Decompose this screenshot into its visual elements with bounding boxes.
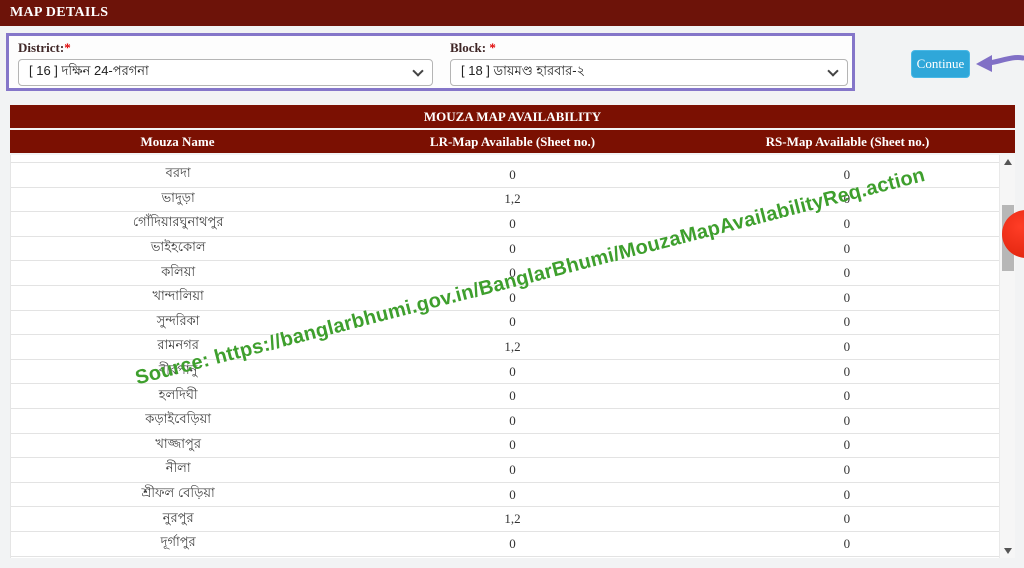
mouza-name-cell: ভাইহকোল [150, 239, 206, 255]
rs-map-cell: 0 [843, 388, 851, 404]
table-row: নুরপুর 1,2 0 [11, 507, 1014, 532]
column-header-mouza-name: Mouza Name [140, 134, 215, 149]
mouza-name-cell: কলিয়া [161, 263, 196, 279]
lr-map-cell: 0 [509, 535, 516, 551]
block-required-mark: * [489, 40, 496, 55]
mouza-name-cell: গোঁদিয়ারঘুনাথপুর [132, 214, 224, 230]
table-row: গোঁদিয়ারঘুনাথপুর 0 0 [11, 212, 1014, 237]
rs-map-cell: 0 [843, 215, 851, 231]
rs-map-cell: 0 [843, 412, 851, 428]
rs-map-cell: 0 [843, 363, 851, 379]
triangle-up-icon [1004, 159, 1012, 165]
lr-map-cell: 0 [509, 289, 516, 305]
table-row: শ্রীফল বেড়িয়া 0 0 [11, 483, 1014, 508]
rs-map-cell: 0 [843, 191, 851, 207]
red-circle-overlay [1002, 210, 1024, 258]
mouza-name-cell: নীলা [165, 460, 191, 476]
mouza-name-cell: ভাদুড়া [161, 189, 195, 205]
mouza-name-cell: বীরপানু [158, 362, 198, 378]
table-row: বরদা 0 0 [11, 163, 1014, 188]
table-row: খান্দালিয়া 0 0 [11, 286, 1014, 311]
lr-map-cell: 0 [509, 388, 516, 404]
district-select[interactable]: [ 16 ] দক্ষিন 24-পরগনা [18, 59, 433, 86]
table-row: কড়াইবেড়িয়া 0 0 [11, 409, 1014, 434]
partial-row [11, 155, 1014, 163]
scroll-down-button[interactable] [1000, 544, 1016, 558]
mouza-name-cell: হলদিঘী [158, 386, 198, 402]
map-details-form: District:* [ 16 ] দক্ষিন 24-পরগনা Block:… [6, 33, 855, 91]
lr-map-cell: 0 [509, 166, 516, 182]
page-title: MAP DETAILS [0, 0, 1024, 26]
rs-map-cell: 0 [843, 314, 851, 330]
lr-map-cell: 1,2 [504, 338, 521, 354]
mouza-name-cell: খান্দালিয়া [152, 288, 204, 304]
mouza-name-cell: দূর্গাপুর [160, 534, 196, 550]
table-row: রামনগর 1,2 0 [11, 335, 1014, 360]
annotation-arrow-icon [976, 55, 1024, 72]
mouza-name-cell: সুন্দরিকা [156, 312, 200, 328]
table-row: হলদিঘী 0 0 [11, 384, 1014, 409]
table-row: দূর্গাপুর 0 0 [11, 532, 1014, 557]
mouza-name-cell: শ্রীফল বেড়িয়া [141, 485, 215, 501]
scroll-up-button[interactable] [1000, 155, 1016, 169]
table-row: ভাদুড়া 1,2 0 [11, 188, 1014, 213]
table-title: MOUZA MAP AVAILABILITY [10, 105, 1015, 128]
district-required-mark: * [64, 40, 71, 55]
rs-map-cell: 0 [843, 535, 851, 551]
rs-map-cell: 0 [843, 437, 851, 453]
lr-map-cell: 1,2 [504, 511, 521, 527]
mouza-name-cell: নুরপুর [162, 509, 194, 525]
chevron-down-icon [827, 64, 839, 77]
block-label: Block: * [450, 40, 496, 55]
rs-map-cell: 0 [843, 338, 851, 354]
lr-map-cell: 1,2 [504, 191, 521, 207]
block-select-value: [ 18 ] ডায়মণ্ড হারবার-২ [461, 63, 586, 78]
table-row: খাজ্জাপুর 0 0 [11, 434, 1014, 459]
lr-map-cell: 0 [509, 363, 516, 379]
rs-map-cell: 0 [843, 486, 851, 502]
rs-map-cell: 0 [843, 240, 851, 256]
rs-map-cell: 0 [843, 265, 851, 281]
rs-map-cell: 0 [843, 461, 851, 477]
lr-map-cell: 0 [509, 215, 516, 231]
block-select[interactable]: [ 18 ] ডায়মণ্ড হারবার-২ [450, 59, 848, 86]
lr-map-cell: 0 [509, 314, 516, 330]
lr-map-cell: 0 [509, 240, 516, 256]
district-label: District:* [18, 40, 71, 55]
lr-map-cell: 0 [509, 461, 516, 477]
continue-button[interactable]: Continue [911, 50, 970, 78]
table-header-row: Mouza Name LR-Map Available (Sheet no.) … [10, 130, 1015, 153]
mouza-name-cell: বরদা [165, 165, 191, 181]
mouza-name-cell: খাজ্জাপুর [155, 435, 202, 451]
column-header-rs-map: RS-Map Available (Sheet no.) [765, 134, 930, 149]
column-header-lr-map: LR-Map Available (Sheet no.) [429, 134, 596, 149]
table-row: সুন্দরিকা 0 0 [11, 311, 1014, 336]
table-row: কলিয়া 0 0 [11, 261, 1014, 286]
mouza-name-cell: কড়াইবেড়িয়া [145, 411, 212, 427]
lr-map-cell: 0 [509, 437, 516, 453]
table-body: বরদা 0 0 ভাদুড়া 1,2 0 গোঁদিয়ারঘুনাথপুর… [10, 155, 1015, 558]
chevron-down-icon [412, 64, 424, 77]
mouza-name-cell: রামনগর [157, 337, 199, 353]
rs-map-cell: 0 [843, 511, 851, 527]
lr-map-cell: 0 [509, 412, 516, 428]
lr-map-cell: 0 [509, 486, 516, 502]
rs-map-cell: 0 [843, 166, 851, 182]
district-select-value: [ 16 ] দক্ষিন 24-পরগনা [29, 63, 149, 78]
lr-map-cell: 0 [509, 265, 516, 281]
rs-map-cell: 0 [843, 289, 851, 305]
table-row: ভাইহকোল 0 0 [11, 237, 1014, 262]
table-row: নীলা 0 0 [11, 458, 1014, 483]
triangle-down-icon [1004, 548, 1012, 554]
table-row: বীরপানু 0 0 [11, 360, 1014, 385]
